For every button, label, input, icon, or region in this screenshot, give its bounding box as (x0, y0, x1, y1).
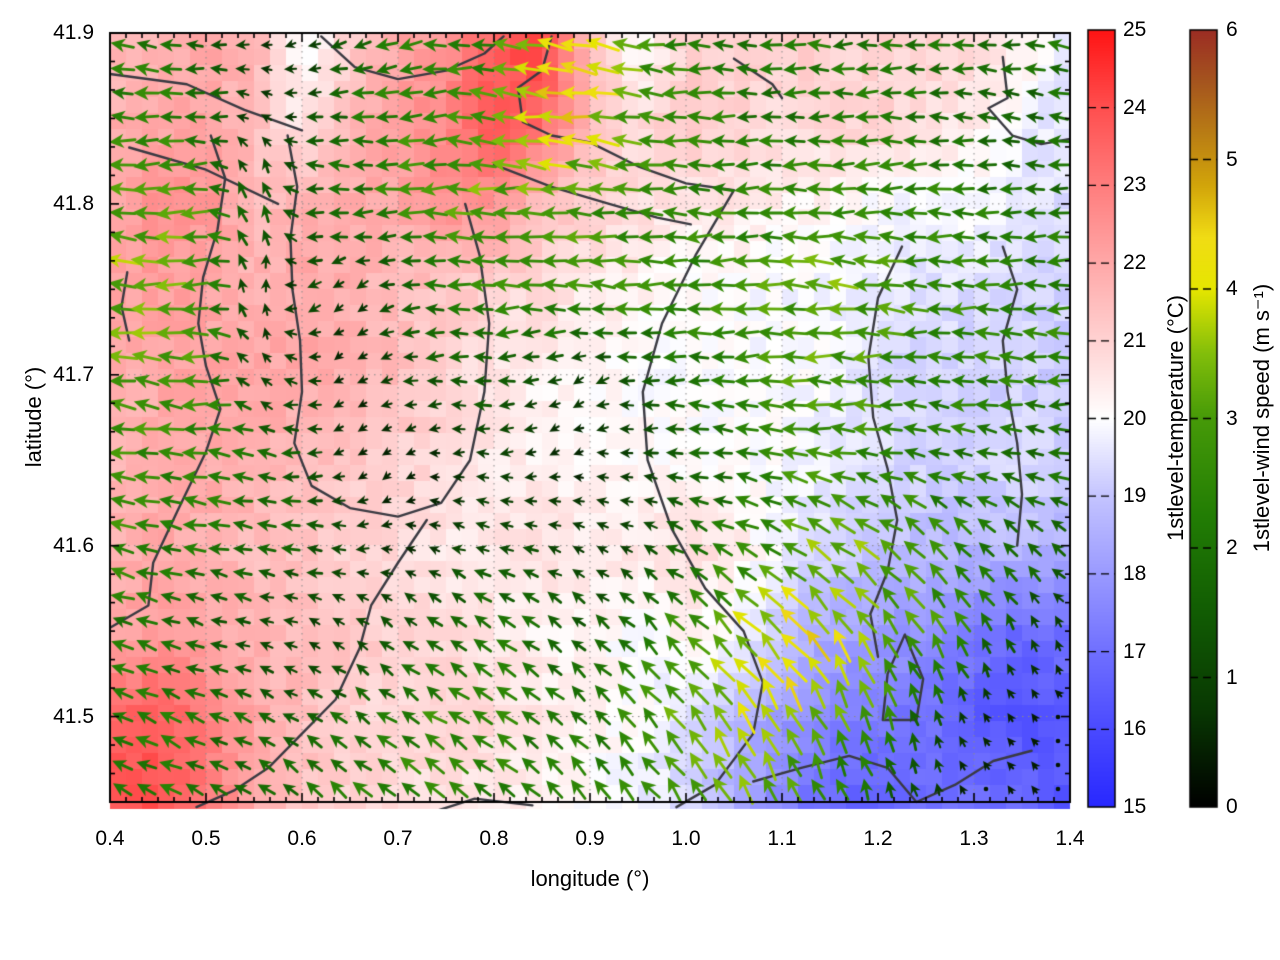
x-tick-label-1.3: 1.3 (959, 827, 989, 850)
y-tick-label-41.8: 41.8 (53, 191, 94, 215)
y-tick-label-41.6: 41.6 (53, 533, 94, 557)
y-tick-label-41.7: 41.7 (53, 362, 94, 386)
x-tick-label-0.6: 0.6 (287, 827, 317, 850)
x-tick-label-0.4: 0.4 (95, 827, 125, 850)
temperature-cb-tick-16: 16 (1123, 717, 1147, 741)
temperature-colorbar-title: 1stlevel-temperature (°C) (1163, 295, 1188, 541)
temperature-cb-tick-24: 24 (1123, 95, 1147, 119)
wind-cb-tick-0: 0 (1226, 795, 1238, 818)
y-tick-label-41.5: 41.5 (53, 704, 94, 728)
temperature-cb-tick-20: 20 (1123, 406, 1147, 430)
wind-colorbar-title: 1stlevel-wind speed (m s⁻¹) (1249, 283, 1274, 553)
x-tick-label-1.2: 1.2 (863, 827, 893, 850)
temperature-cb-tick-23: 23 (1123, 173, 1147, 197)
x-tick-label-0.8: 0.8 (479, 827, 509, 850)
temperature-cb-tick-21: 21 (1123, 328, 1147, 352)
x-tick-label-0.5: 0.5 (191, 827, 221, 850)
temperature-cb-tick-17: 17 (1123, 639, 1147, 663)
x-tick-label-0.9: 0.9 (575, 827, 605, 850)
temperature-cb-tick-22: 22 (1123, 251, 1147, 275)
wind-cb-tick-6: 6 (1226, 18, 1238, 41)
x-tick-label-1.4: 1.4 (1055, 827, 1085, 850)
x-axis-title: longitude (°) (530, 866, 650, 891)
wind-cb-tick-1: 1 (1226, 665, 1238, 689)
wind-cb-tick-4: 4 (1226, 277, 1238, 300)
x-tick-label-1.0: 1.0 (671, 827, 701, 850)
temperature-cb-tick-15: 15 (1123, 795, 1147, 818)
temperature-cb-tick-19: 19 (1123, 484, 1147, 508)
wind-cb-tick-2: 2 (1226, 536, 1238, 559)
y-tick-label-41.9: 41.9 (53, 21, 94, 44)
wind-cb-tick-3: 3 (1226, 406, 1238, 430)
temperature-cb-tick-18: 18 (1123, 561, 1147, 585)
temperature-cb-tick-25: 25 (1123, 18, 1147, 41)
x-tick-label-1.1: 1.1 (767, 827, 797, 850)
x-tick-label-0.7: 0.7 (383, 827, 413, 850)
wind-cb-tick-5: 5 (1226, 147, 1238, 171)
